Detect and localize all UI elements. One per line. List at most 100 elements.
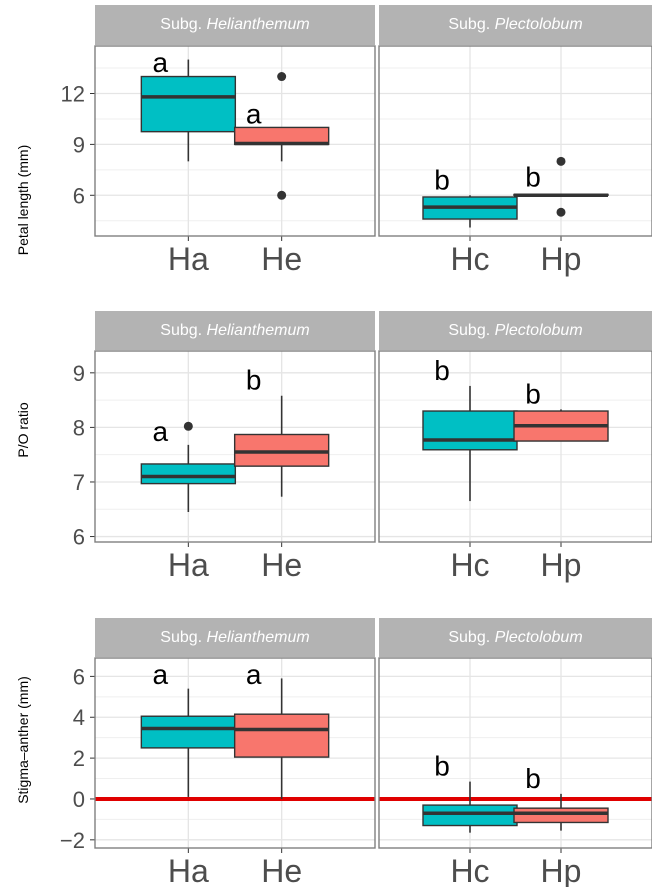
- box-Hc: b: [422, 751, 518, 833]
- facet-prefix: Subg.: [160, 629, 206, 646]
- y-tick-label: 6: [73, 183, 85, 208]
- panel-2-1: Subg. Helianthemum a Ha b He: [94, 311, 376, 583]
- y-axis-label: P/O ratio: [15, 402, 31, 457]
- box-body: [233, 713, 330, 758]
- panel-border: [94, 350, 376, 543]
- panel-3-2: Subg. Plectolobum b Hc b Hp: [378, 618, 652, 887]
- row-1: Petal length (mm) 6 9 12 Subg. Helianthemum a…: [15, 5, 652, 277]
- box-He: a: [233, 659, 330, 799]
- x-tick-label: Hc: [450, 547, 489, 583]
- significance-letter: a: [246, 98, 262, 129]
- significance-letter: a: [153, 47, 169, 78]
- facet-strip: [95, 618, 375, 657]
- significance-letter: b: [525, 378, 541, 409]
- facet-strip-label: Subg. Helianthemum: [160, 629, 309, 646]
- x-tick-label: Ha: [168, 853, 209, 887]
- facet-strip: [379, 311, 652, 350]
- box-Hc: b: [422, 355, 518, 502]
- box-Hp: b: [513, 156, 609, 217]
- outlier-point: [556, 156, 566, 166]
- x-tick-label: He: [261, 547, 302, 583]
- x-tick-label: Hp: [541, 853, 582, 887]
- box-He: b: [233, 365, 330, 497]
- facet-name: Helianthemum: [207, 322, 310, 339]
- significance-letter: a: [246, 659, 262, 690]
- facet-strip: [95, 5, 375, 45]
- facet-strip: [379, 5, 652, 45]
- significance-letter: b: [525, 763, 541, 794]
- y-tick-label: 9: [73, 361, 85, 386]
- x-tick-label: Hc: [450, 853, 489, 887]
- facet-name: Plectolobum: [495, 629, 583, 646]
- significance-letter: b: [434, 751, 450, 782]
- significance-letter: a: [153, 416, 169, 447]
- facet-prefix: Subg.: [448, 629, 494, 646]
- y-tick-label: 7: [73, 470, 85, 495]
- significance-letter: b: [434, 164, 450, 195]
- facet-strip: [95, 311, 375, 350]
- box-Ha: a: [140, 47, 237, 162]
- y-axis-label: Stigma–anther (mm): [15, 676, 31, 804]
- outlier-point: [277, 190, 287, 200]
- box-body: [422, 804, 518, 827]
- y-tick-label: 0: [73, 787, 85, 812]
- x-tick-label: Ha: [168, 241, 209, 277]
- panel-3-1: Subg. Helianthemum a Ha a He: [94, 618, 376, 887]
- y-tick-label: 9: [73, 132, 85, 157]
- facet-name: Plectolobum: [495, 16, 583, 33]
- facet-prefix: Subg.: [448, 322, 494, 339]
- x-tick-label: He: [261, 241, 302, 277]
- outlier-point: [183, 421, 193, 431]
- x-tick-label: Hc: [450, 241, 489, 277]
- y-tick-label: 6: [73, 664, 85, 689]
- box-body: [140, 715, 237, 749]
- facet-strip-label: Subg. Helianthemum: [160, 322, 309, 339]
- facet-prefix: Subg.: [448, 16, 494, 33]
- y-tick-label: 12: [61, 82, 85, 107]
- panel-border: [94, 45, 376, 237]
- y-tick-label: −2: [60, 828, 85, 853]
- outlier-point: [556, 207, 566, 217]
- box-Hp: b: [513, 378, 609, 442]
- facet-strip-label: Subg. Plectolobum: [448, 322, 582, 339]
- significance-letter: b: [246, 365, 262, 396]
- row-3: Stigma–anther (mm) −2 0 2 4 6 Subg. Helianthem…: [15, 618, 652, 887]
- panel-2-2: Subg. Plectolobum b Hc b Hp: [378, 311, 652, 583]
- facet-prefix: Subg.: [160, 322, 206, 339]
- significance-letter: b: [525, 161, 541, 192]
- box-Ha: a: [140, 659, 237, 797]
- facet-strip-label: Subg. Plectolobum: [448, 16, 582, 33]
- panel-border: [378, 350, 652, 543]
- significance-letter: b: [434, 355, 450, 386]
- x-tick-label: He: [261, 853, 302, 887]
- y-tick-label: 4: [73, 705, 85, 730]
- facet-name: Helianthemum: [207, 629, 310, 646]
- y-axis-label: Petal length (mm): [15, 145, 31, 255]
- x-tick-label: Hp: [541, 241, 582, 277]
- box-He: a: [233, 72, 330, 200]
- box-Ha: a: [140, 416, 237, 512]
- panel-border: [94, 657, 376, 849]
- y-tick-label: 8: [73, 415, 85, 440]
- box-body: [140, 75, 237, 133]
- outlier-point: [277, 72, 287, 82]
- panel-1-2: Subg. Plectolobum b Hc b Hp: [378, 5, 652, 277]
- facet-strip-label: Subg. Plectolobum: [448, 629, 582, 646]
- facet-strip: [379, 618, 652, 657]
- box-body: [513, 807, 609, 824]
- y-tick-label: 2: [73, 746, 85, 771]
- panel-border: [378, 45, 652, 237]
- panel-border: [378, 657, 652, 849]
- box-Hp: b: [513, 763, 609, 831]
- y-tick-label: 6: [73, 525, 85, 550]
- facet-prefix: Subg.: [160, 16, 206, 33]
- panel-1-1: Subg. Helianthemum a Ha a He: [94, 5, 376, 277]
- x-tick-label: Hp: [541, 547, 582, 583]
- box-Hc: b: [422, 164, 518, 228]
- facet-name: Plectolobum: [495, 322, 583, 339]
- x-tick-label: Ha: [168, 547, 209, 583]
- box-body: [422, 410, 518, 451]
- facet-strip-label: Subg. Helianthemum: [160, 16, 309, 33]
- significance-letter: a: [153, 659, 169, 690]
